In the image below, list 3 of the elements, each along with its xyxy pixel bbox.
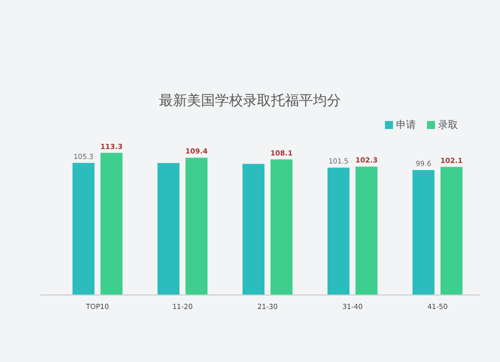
- legend-label: 录取: [438, 120, 458, 131]
- legend-label: 申请: [396, 119, 416, 131]
- chart-title: 最新美国学校录取托福平均分: [159, 93, 341, 109]
